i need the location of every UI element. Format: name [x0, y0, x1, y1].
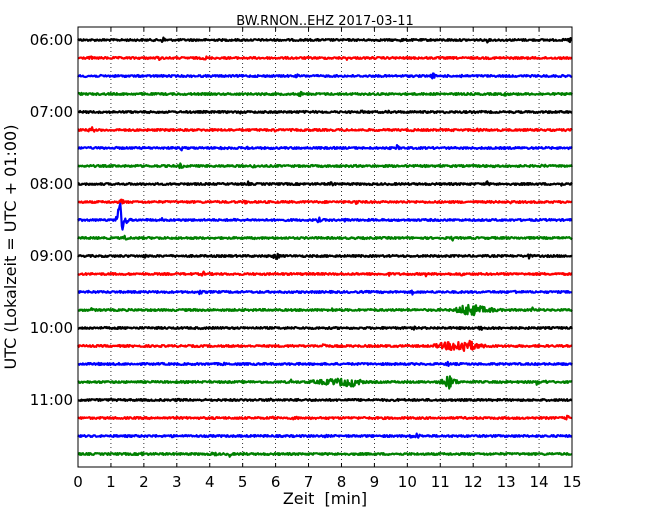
trace-line	[77, 162, 573, 170]
trace-line	[77, 126, 573, 133]
trace-line	[77, 55, 573, 61]
x-tick-label: 15	[562, 473, 581, 491]
trace-line	[77, 451, 573, 458]
y-tick-label: 09:00	[30, 247, 73, 265]
x-tick-label: 3	[172, 473, 182, 491]
plot-frame	[77, 26, 573, 468]
x-tick-label: 10	[398, 473, 417, 491]
trace-line	[77, 90, 573, 98]
y-axis: 06:00 07:00 08:00 09:00 10:00 11:00	[30, 31, 572, 409]
x-tick-label: 5	[238, 473, 248, 491]
trace-line	[77, 303, 573, 317]
trace-line	[77, 109, 573, 115]
trace-line	[77, 202, 573, 231]
traces	[76, 36, 574, 458]
x-tick-label: 13	[497, 473, 516, 491]
trace-line	[77, 72, 573, 80]
x-tick-label: 2	[139, 473, 149, 491]
trace-line	[77, 198, 573, 205]
x-tick-label: 9	[370, 473, 380, 491]
y-tick-label: 07:00	[30, 103, 73, 121]
y-tick-label: 10:00	[30, 319, 73, 337]
y-tick-label: 08:00	[30, 175, 73, 193]
x-tick-label: 11	[431, 473, 450, 491]
x-axis-label: Zeit [min]	[283, 489, 367, 508]
x-axis: 0 1 2 3 4 5 6 7 8 9 10 11 12 13 14 15	[73, 27, 582, 491]
trace-line	[77, 270, 573, 278]
x-tick-label: 0	[73, 473, 83, 491]
trace-line	[77, 375, 573, 390]
trace-line	[77, 414, 573, 421]
trace-line	[77, 360, 573, 367]
x-tick-label: 14	[530, 473, 549, 491]
x-tick-label: 4	[205, 473, 215, 491]
y-axis-label: UTC (Lokalzeit = UTC + 01:00)	[1, 125, 20, 370]
trace-line	[77, 325, 574, 331]
trace-line	[77, 432, 573, 439]
y-tick-label: 11:00	[30, 391, 73, 409]
trace-line	[77, 234, 573, 242]
x-tick-label: 8	[337, 473, 347, 491]
trace-line	[77, 289, 573, 296]
x-tick-label: 6	[271, 473, 281, 491]
x-tick-label: 1	[106, 473, 116, 491]
trace-line	[77, 397, 573, 403]
trace-line	[76, 339, 573, 352]
y-tick-label: 06:00	[30, 31, 73, 49]
grid-lines	[110, 27, 540, 467]
trace-line	[77, 144, 573, 152]
x-tick-label: 12	[464, 473, 483, 491]
trace-line	[77, 252, 573, 260]
x-tick-label: 7	[304, 473, 314, 491]
trace-line	[77, 36, 573, 44]
chart-title: BW.RNON..EHZ 2017-03-11	[236, 14, 414, 29]
trace-line	[77, 180, 573, 187]
